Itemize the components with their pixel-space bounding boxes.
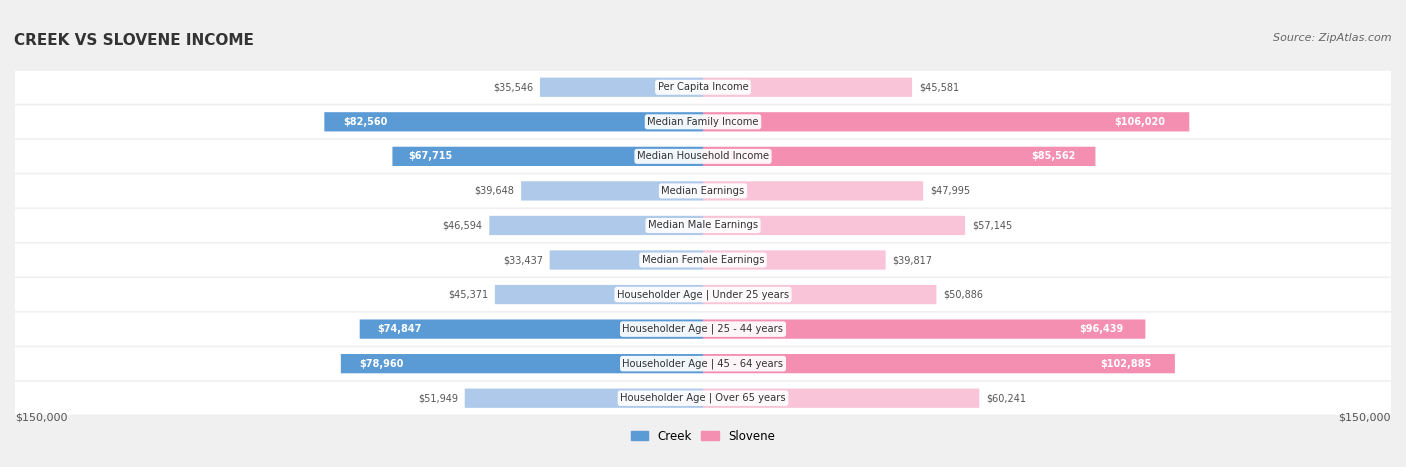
Text: $33,437: $33,437 xyxy=(503,255,543,265)
Text: CREEK VS SLOVENE INCOME: CREEK VS SLOVENE INCOME xyxy=(14,33,254,48)
Text: Median Household Income: Median Household Income xyxy=(637,151,769,162)
FancyBboxPatch shape xyxy=(15,244,1391,276)
Text: $82,560: $82,560 xyxy=(343,117,388,127)
Text: Median Family Income: Median Family Income xyxy=(647,117,759,127)
Text: $60,241: $60,241 xyxy=(986,393,1026,403)
FancyBboxPatch shape xyxy=(703,78,912,97)
Text: Median Female Earnings: Median Female Earnings xyxy=(641,255,765,265)
FancyBboxPatch shape xyxy=(15,347,1391,380)
Text: $46,594: $46,594 xyxy=(443,220,482,230)
Text: Source: ZipAtlas.com: Source: ZipAtlas.com xyxy=(1274,33,1392,42)
Text: Householder Age | Over 65 years: Householder Age | Over 65 years xyxy=(620,393,786,403)
Text: $150,000: $150,000 xyxy=(1339,413,1391,423)
Text: $67,715: $67,715 xyxy=(408,151,453,162)
FancyBboxPatch shape xyxy=(340,354,703,373)
Text: $51,949: $51,949 xyxy=(418,393,458,403)
Text: $39,648: $39,648 xyxy=(474,186,515,196)
Text: $96,439: $96,439 xyxy=(1078,324,1123,334)
FancyBboxPatch shape xyxy=(15,209,1391,242)
FancyBboxPatch shape xyxy=(465,389,703,408)
Text: $39,817: $39,817 xyxy=(893,255,932,265)
Text: Median Earnings: Median Earnings xyxy=(661,186,745,196)
FancyBboxPatch shape xyxy=(15,175,1391,207)
FancyBboxPatch shape xyxy=(489,216,703,235)
FancyBboxPatch shape xyxy=(703,389,980,408)
Text: Per Capita Income: Per Capita Income xyxy=(658,82,748,92)
Text: $47,995: $47,995 xyxy=(929,186,970,196)
FancyBboxPatch shape xyxy=(703,250,886,269)
FancyBboxPatch shape xyxy=(703,181,924,200)
FancyBboxPatch shape xyxy=(392,147,703,166)
Text: $85,562: $85,562 xyxy=(1032,151,1076,162)
Text: $102,885: $102,885 xyxy=(1099,359,1152,368)
Text: $78,960: $78,960 xyxy=(359,359,404,368)
Text: $150,000: $150,000 xyxy=(15,413,67,423)
FancyBboxPatch shape xyxy=(703,319,1146,339)
Text: $50,886: $50,886 xyxy=(943,290,983,299)
Text: Householder Age | Under 25 years: Householder Age | Under 25 years xyxy=(617,289,789,300)
Text: $45,581: $45,581 xyxy=(920,82,959,92)
FancyBboxPatch shape xyxy=(325,112,703,131)
FancyBboxPatch shape xyxy=(15,278,1391,311)
FancyBboxPatch shape xyxy=(550,250,703,269)
Text: $45,371: $45,371 xyxy=(449,290,488,299)
Text: $106,020: $106,020 xyxy=(1114,117,1166,127)
Legend: Creek, Slovene: Creek, Slovene xyxy=(630,430,776,443)
FancyBboxPatch shape xyxy=(703,285,936,304)
FancyBboxPatch shape xyxy=(15,140,1391,173)
Text: Householder Age | 25 - 44 years: Householder Age | 25 - 44 years xyxy=(623,324,783,334)
FancyBboxPatch shape xyxy=(15,106,1391,138)
Text: $57,145: $57,145 xyxy=(972,220,1012,230)
Text: $74,847: $74,847 xyxy=(377,324,422,334)
FancyBboxPatch shape xyxy=(360,319,703,339)
FancyBboxPatch shape xyxy=(540,78,703,97)
Text: Householder Age | 45 - 64 years: Householder Age | 45 - 64 years xyxy=(623,358,783,369)
FancyBboxPatch shape xyxy=(495,285,703,304)
FancyBboxPatch shape xyxy=(703,216,965,235)
FancyBboxPatch shape xyxy=(15,71,1391,104)
FancyBboxPatch shape xyxy=(522,181,703,200)
FancyBboxPatch shape xyxy=(703,147,1095,166)
Text: Median Male Earnings: Median Male Earnings xyxy=(648,220,758,230)
FancyBboxPatch shape xyxy=(703,112,1189,131)
FancyBboxPatch shape xyxy=(15,313,1391,346)
Text: $35,546: $35,546 xyxy=(494,82,533,92)
FancyBboxPatch shape xyxy=(15,382,1391,415)
FancyBboxPatch shape xyxy=(703,354,1175,373)
